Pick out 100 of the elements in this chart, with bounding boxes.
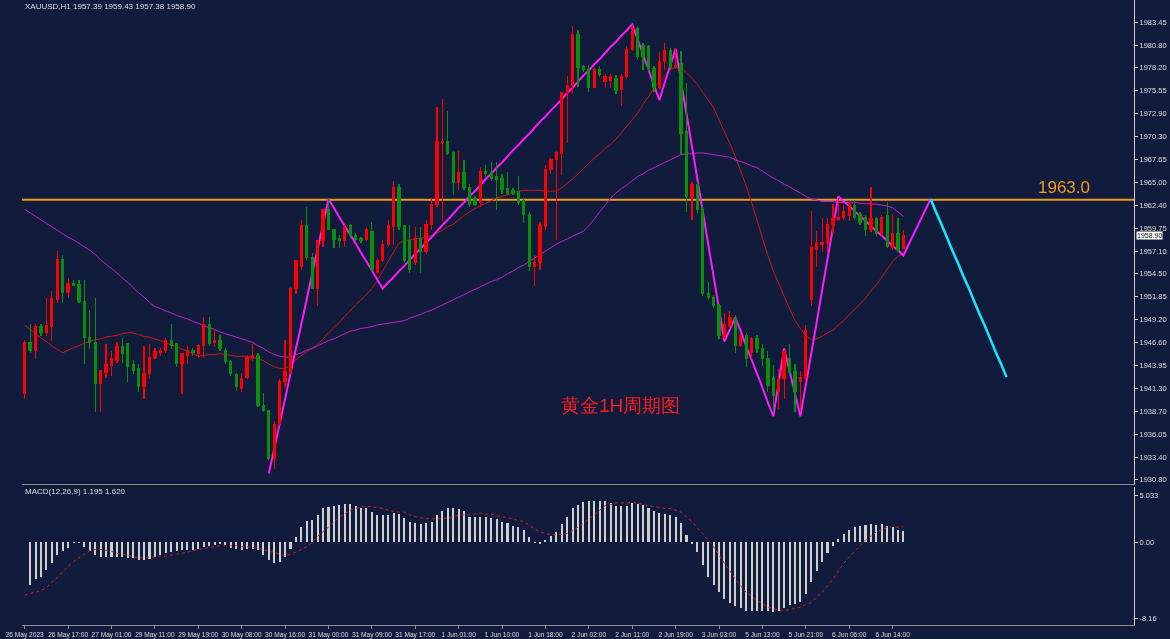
- bar: [267, 542, 270, 560]
- candlestick: [608, 74, 613, 89]
- bar: [224, 542, 227, 545]
- candlestick: [804, 325, 808, 381]
- bar: [50, 542, 53, 564]
- candlestick: [646, 44, 651, 72]
- candlestick: [777, 368, 781, 409]
- candlestick: [554, 150, 558, 240]
- candlestick: [538, 221, 542, 270]
- candlestick: [744, 333, 748, 368]
- candlestick: [755, 334, 759, 353]
- ref-line-label: 1963.0: [1038, 178, 1090, 197]
- bar: [110, 542, 113, 557]
- bar: [821, 542, 824, 562]
- candlestick: [592, 68, 596, 89]
- candlestick: [218, 334, 222, 351]
- candlestick: [223, 347, 228, 364]
- candlestick: [473, 195, 477, 206]
- bar: [153, 542, 156, 557]
- candlestick: [782, 349, 786, 399]
- bar: [126, 542, 129, 558]
- candlestick: [310, 253, 314, 290]
- bar: [620, 505, 623, 543]
- bar: [528, 537, 531, 543]
- candlestick: [522, 198, 526, 224]
- bar: [370, 512, 373, 543]
- bar: [397, 514, 401, 543]
- candlestick: [549, 157, 553, 174]
- bar: [387, 514, 390, 543]
- bar: [511, 526, 514, 543]
- bar: [332, 505, 335, 543]
- candlestick: [28, 323, 32, 353]
- bar: [322, 508, 325, 543]
- candlestick: [299, 220, 303, 270]
- candlestick: [847, 201, 851, 222]
- bar: [490, 517, 493, 543]
- bar: [354, 505, 357, 543]
- bar: [132, 542, 135, 558]
- bar: [517, 527, 520, 543]
- candlestick: [283, 340, 287, 388]
- bar: [761, 542, 764, 612]
- candlestick: [212, 328, 217, 348]
- candlestick: [386, 220, 390, 247]
- bar: [826, 542, 829, 554]
- candlestick: [245, 354, 249, 380]
- chart-title: MACD(12,26,9) 1.195 1.620: [25, 486, 126, 496]
- bar: [696, 542, 699, 553]
- candlestick: [408, 225, 412, 273]
- candlestick: [484, 165, 488, 177]
- candlestick: [842, 205, 846, 220]
- bar: [105, 542, 108, 557]
- bar: [343, 503, 346, 543]
- bar: [175, 542, 178, 552]
- candlestick: [180, 353, 184, 395]
- bar: [289, 542, 292, 549]
- candlestick: [505, 172, 510, 196]
- candlestick: [240, 373, 244, 393]
- bar: [674, 516, 677, 543]
- candlestick: [440, 99, 445, 222]
- candlestick: [587, 64, 591, 92]
- bar: [712, 542, 715, 585]
- candlestick: [630, 24, 634, 51]
- candlestick: [294, 260, 298, 295]
- candlestick: [164, 338, 168, 353]
- bar: [115, 542, 118, 557]
- candlestick: [581, 64, 586, 72]
- candlestick: [120, 338, 124, 363]
- bar: [604, 500, 607, 543]
- bar: [777, 542, 780, 612]
- bar: [148, 542, 151, 559]
- candlestick: [375, 258, 379, 274]
- bar: [39, 542, 43, 577]
- candlestick: [370, 221, 374, 271]
- candlestick: [261, 393, 266, 413]
- candlestick: [760, 344, 765, 366]
- bar: [842, 533, 845, 543]
- candlestick: [619, 74, 624, 106]
- line-series: [24, 67, 904, 369]
- candlestick: [874, 216, 878, 237]
- candlestick: [532, 254, 537, 287]
- bar: [522, 529, 525, 543]
- candlestick: [104, 344, 108, 378]
- bar: [642, 504, 645, 543]
- candlestick: [901, 230, 906, 250]
- bar: [441, 511, 444, 543]
- bar: [327, 506, 330, 543]
- candlestick: [825, 218, 830, 252]
- bar: [83, 542, 86, 547]
- bar: [349, 503, 352, 543]
- bar: [381, 514, 384, 543]
- bar: [501, 522, 504, 543]
- bar: [484, 516, 487, 543]
- bar: [262, 542, 265, 556]
- candlestick: [196, 344, 200, 358]
- candlestick: [863, 214, 868, 237]
- candlestick: [793, 364, 797, 413]
- bar: [305, 520, 308, 543]
- bar: [869, 524, 872, 543]
- bar: [67, 542, 70, 548]
- candlestick: [706, 281, 710, 300]
